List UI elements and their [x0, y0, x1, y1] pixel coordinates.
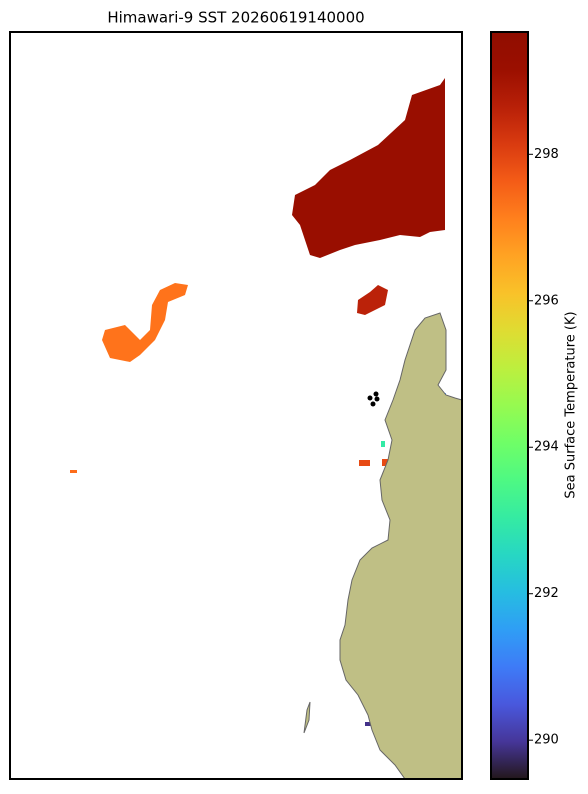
dot [374, 396, 380, 402]
map-area [70, 78, 462, 779]
colorbar [490, 31, 529, 780]
sst-patch [357, 285, 388, 315]
sst-patch [381, 441, 385, 447]
land [339, 312, 462, 779]
colorbar-tick-label: 292 [534, 586, 559, 601]
colorbar-tick-label: 298 [534, 147, 559, 162]
dot [373, 391, 379, 397]
land [303, 701, 311, 734]
chart-title: Himawari-9 SST 20260619140000 [107, 9, 364, 27]
sst-patch [292, 78, 445, 258]
colorbar-tick-label: 290 [534, 733, 559, 748]
dot [367, 395, 373, 401]
colorbar-tick-label: 294 [534, 440, 559, 455]
dot [370, 401, 376, 407]
sst-patch [102, 283, 188, 362]
marker-dots [367, 391, 380, 407]
map-frame [9, 31, 463, 780]
sst-patch [359, 459, 388, 466]
colorbar-tick-label: 296 [534, 293, 559, 308]
sst-patch [70, 470, 77, 473]
colorbar-label: Sea Surface Temperature (K) [564, 311, 579, 498]
